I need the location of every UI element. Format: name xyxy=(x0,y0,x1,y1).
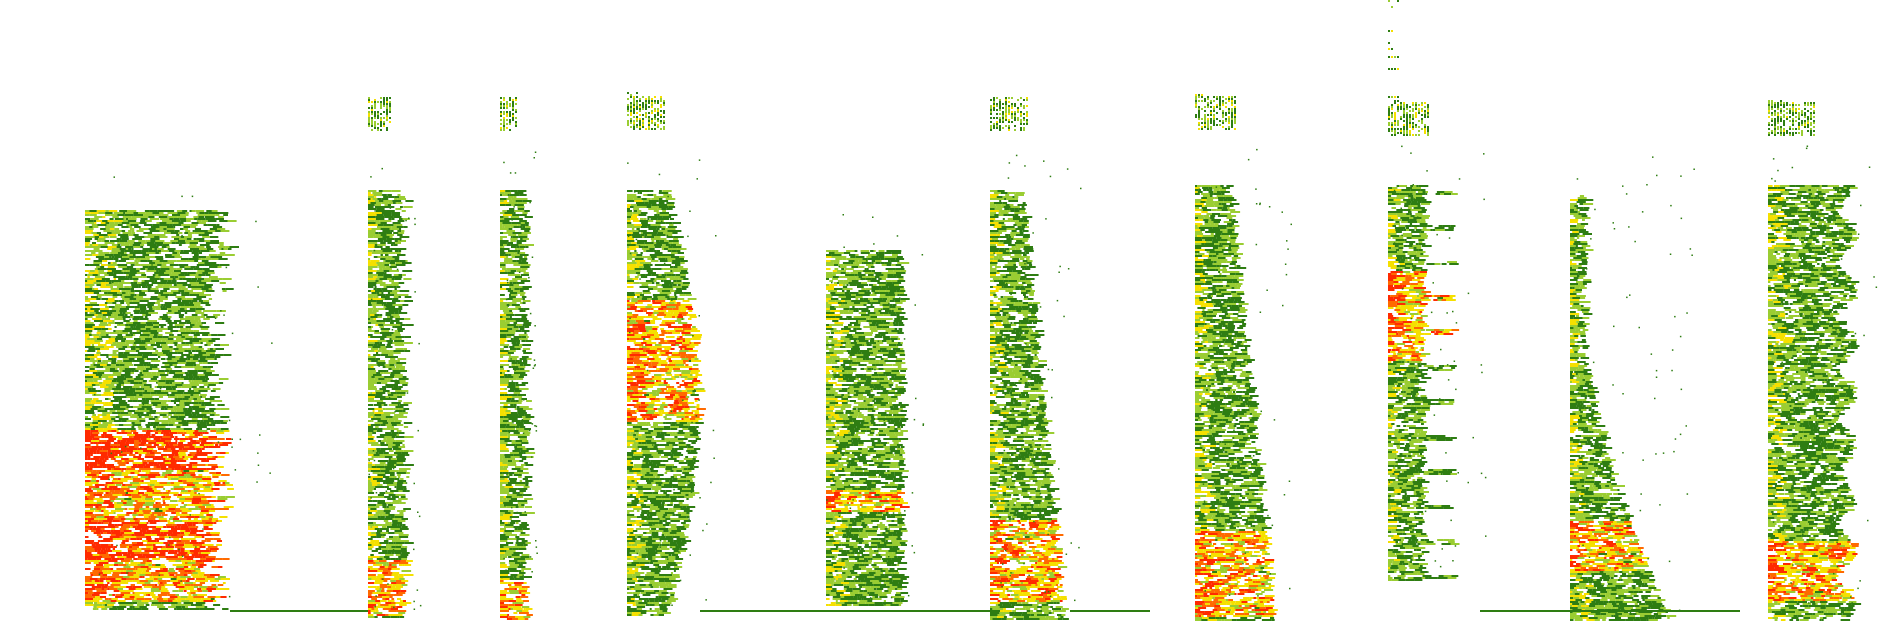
spectrogram-segment-10 xyxy=(1768,100,1878,621)
spectrogram-segment-7 xyxy=(1195,94,1292,621)
spectrogram-segment-2 xyxy=(368,97,422,618)
spectrogram-segment-4 xyxy=(627,92,717,616)
spectrogram-segment-3 xyxy=(500,97,538,620)
spectrogram-segment-1 xyxy=(85,176,273,610)
baseline-streaks xyxy=(230,610,1740,612)
spectrogram-segment-9 xyxy=(1570,156,1695,621)
spectrogram-segment-8 xyxy=(1388,0,1487,581)
spectrogram-segment-5 xyxy=(826,214,925,606)
spectrogram-segment-6 xyxy=(990,97,1082,620)
